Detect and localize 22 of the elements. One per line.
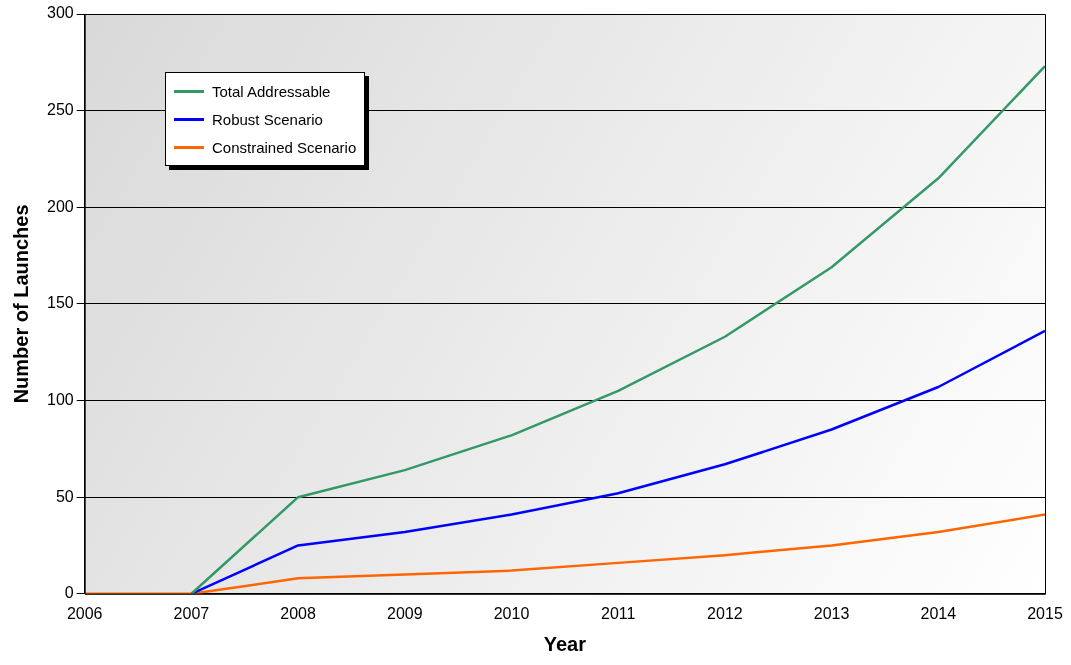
y-tick-label: 100 <box>46 390 74 408</box>
x-tick-label: 2011 <box>600 604 636 622</box>
x-tick-label: 2006 <box>66 604 103 622</box>
x-tick-label: 2013 <box>813 604 850 622</box>
x-tick-label: 2009 <box>387 604 423 622</box>
y-axis-title: Number of Launches <box>9 204 32 404</box>
legend-label: Robust Scenario <box>212 110 323 128</box>
x-tick-label: 2012 <box>707 604 743 622</box>
x-tick-label: 2010 <box>493 604 530 622</box>
legend-label: Constrained Scenario <box>212 138 357 156</box>
y-tick-label: 150 <box>46 294 74 312</box>
x-tick-label: 2007 <box>173 604 210 622</box>
y-tick-label: 300 <box>46 4 74 22</box>
x-tick-label: 2014 <box>920 604 957 622</box>
x-tick-label: 2015 <box>1027 604 1063 622</box>
x-axis-title: Year <box>543 632 587 655</box>
y-tick-label: 0 <box>64 584 74 602</box>
y-tick-label: 250 <box>46 101 74 119</box>
y-tick-label: 200 <box>46 197 74 215</box>
y-tick-label: 50 <box>55 487 74 505</box>
legend-label: Total Addressable <box>212 82 331 100</box>
x-tick-label: 2008 <box>280 604 316 622</box>
